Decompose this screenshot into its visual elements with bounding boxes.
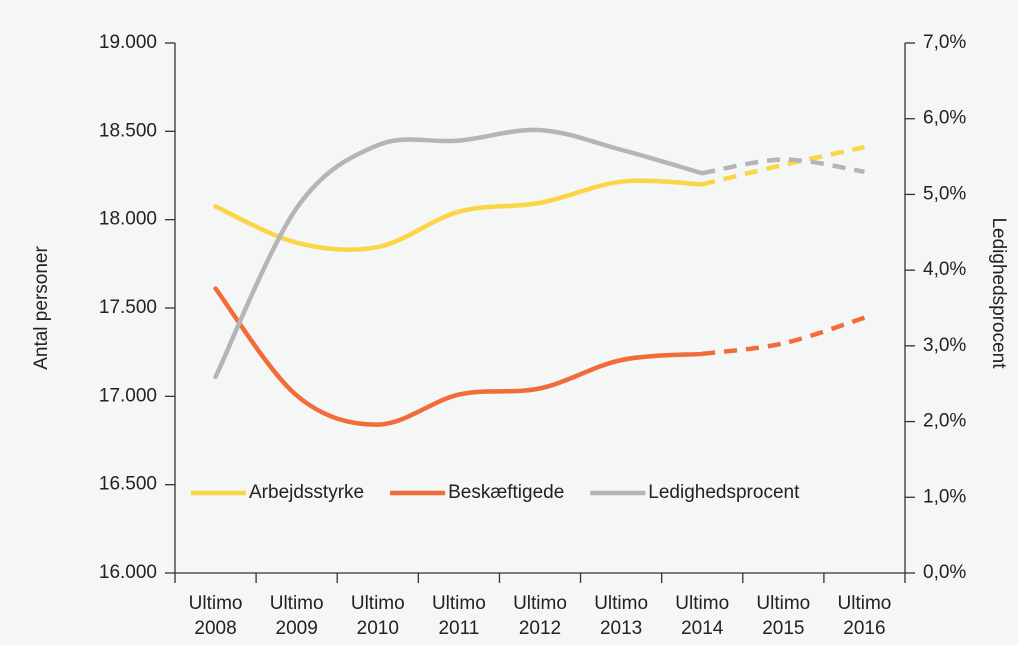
series-line [213,127,705,380]
series-line [213,286,705,427]
series-line-dashed [701,157,865,176]
legend-label: Beskæftigede [448,482,564,503]
y-axis-label: Antal personer [31,246,52,370]
series-line [213,178,705,252]
x-tick-label: Ultimo 2011 [431,593,486,639]
y-tick-label: 17.500 [99,297,157,318]
y-tick-label: 17.000 [99,385,157,406]
y2-tick-label: 3,0% [923,335,966,356]
y2-tick-label: 1,0% [923,486,966,507]
x-tick-label: Ultimo 2013 [594,593,649,639]
y-tick-label: 19.000 [99,32,157,53]
x-tick-label: Ultimo 2010 [350,593,405,639]
x-tick-label: Ultimo 2008 [188,593,243,639]
legend-label: Ledighedsprocent [648,482,800,503]
x-tick-label: Ultimo 2014 [675,593,730,639]
series-line-dashed [701,315,866,357]
y2-tick-label: 6,0% [923,108,966,129]
y2-tick-label: 5,0% [923,183,966,204]
y2-tick-label: 7,0% [923,32,966,53]
legend-label: Arbejdsstyrke [249,482,364,503]
y-tick-label: 16.500 [99,474,157,495]
y-tick-label: 16.000 [99,562,157,583]
y2-axis-label: Ledighedsprocent [988,217,1009,369]
y2-tick-label: 4,0% [923,259,966,280]
x-tick-label: Ultimo 2015 [756,593,811,639]
y-tick-label: 18.000 [99,209,157,230]
x-tick-label: Ultimo 2012 [513,593,567,639]
x-tick-label: Ultimo 2016 [837,593,892,639]
y2-tick-label: 0,0% [923,562,966,583]
y2-tick-label: 2,0% [923,411,966,432]
x-tick-label: Ultimo 2009 [269,593,324,639]
y-tick-label: 18.500 [99,120,157,141]
